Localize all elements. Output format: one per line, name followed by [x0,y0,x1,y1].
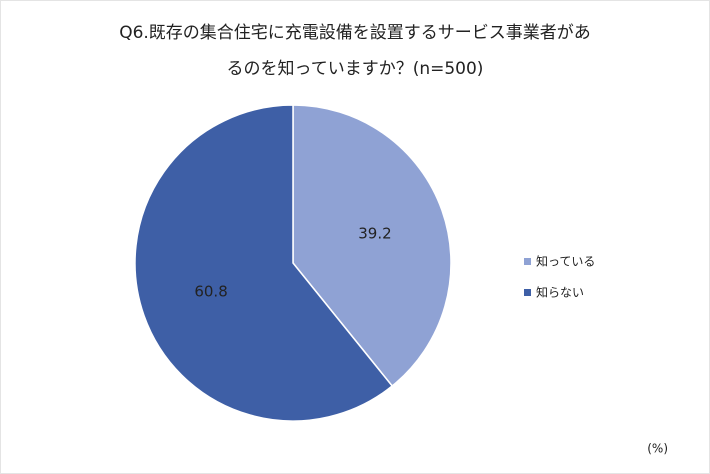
pie-slice [292,104,452,388]
legend-swatch [524,258,531,265]
unit-label: (%) [647,442,668,456]
legend-label: 知っている [536,255,595,269]
pie-slice [134,104,394,422]
data-label: 39.2 [358,225,391,243]
chart-title: Q6.既存の集合住宅に充電設備を設置するサービス事業者があ [119,23,591,43]
legend-label: 知らない [536,286,584,300]
legend-swatch [524,289,531,296]
data-label: 60.8 [194,282,227,300]
chart-title: るのを知っていますか？(n=500) [227,59,484,79]
